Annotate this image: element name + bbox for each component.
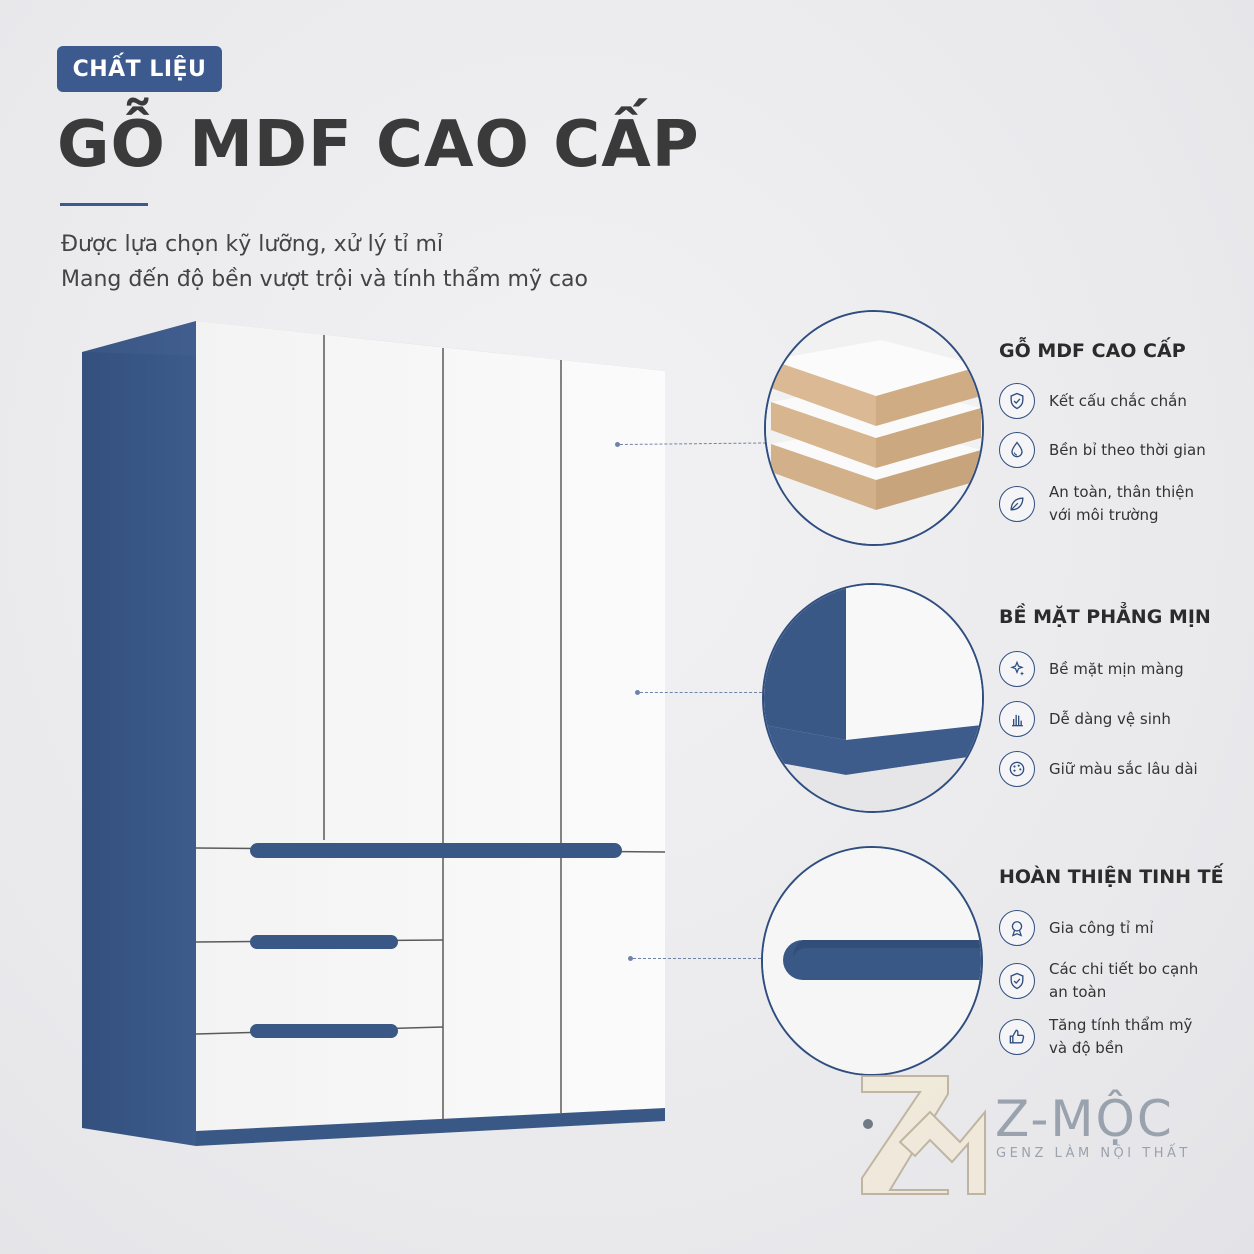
feature-item: Giữ màu sắc lâu dài [999,751,1198,787]
rounded-handle-closeup [761,846,983,1076]
shield-check-icon [999,383,1035,419]
brand-logo-mark [861,1075,986,1195]
callout-line-2 [640,692,762,693]
feature-text: Kết cấu chắc chắn [1049,391,1187,410]
section-title-surface: BỀ MẶT PHẲNG MỊN [999,606,1211,628]
feature-text: Bền bỉ theo thời gian [1049,440,1206,459]
shield-check-icon [999,963,1035,999]
category-badge: CHẤT LIỆU [57,46,222,92]
callout-dot-1 [615,442,620,447]
callout-dot-2 [635,690,640,695]
feature-text: Dễ dàng vệ sinh [1049,709,1171,728]
feature-item: Dễ dàng vệ sinh [999,701,1171,737]
feature-text: Gia công tỉ mỉ [1049,918,1154,937]
hand-wipe-icon [999,701,1035,737]
feature-text: Các chi tiết bo cạnh an toàn [1049,960,1199,1001]
wardrobe-plinth [196,1107,665,1146]
subtitle-line-2: Mang đến độ bền vượt trội và tính thẩm m… [61,267,589,292]
mdf-boards-closeup [764,310,984,546]
leaf-icon [999,486,1035,522]
feature-item: Các chi tiết bo cạnh an toàn [999,958,1209,1004]
feature-item: An toàn, thân thiện với môi trường [999,481,1199,527]
thumbs-up-icon [999,1019,1035,1055]
feature-item: Bền bỉ theo thời gian [999,432,1206,468]
section-title-mdf: GỖ MDF CAO CẤP [999,340,1186,362]
feature-item: Gia công tỉ mỉ [999,910,1154,946]
feature-text: Giữ màu sắc lâu dài [1049,759,1198,778]
callout-line-3 [633,958,761,959]
award-medal-icon [999,910,1035,946]
wardrobe-side-panel [82,321,196,1146]
drawer-handle-1 [250,935,398,949]
subtitle-line-1: Được lựa chọn kỹ lưỡng, xử lý tỉ mỉ [61,232,444,257]
brand-name: Z-MỘC [995,1090,1174,1148]
section-title-finish: HOÀN THIỆN TINH TẾ [999,866,1224,888]
wardrobe-illustration [82,321,666,1146]
brand-tagline: GENZ LÀM NỘI THẤT [996,1146,1191,1161]
callout-dot-3 [628,956,633,961]
feature-text: An toàn, thân thiện với môi trường [1049,483,1194,524]
feature-item: Kết cấu chắc chắn [999,383,1187,419]
feature-text: Tăng tính thẩm mỹ và độ bền [1049,1016,1193,1057]
color-palette-icon [999,751,1035,787]
feature-item: Bề mặt mịn màng [999,651,1184,687]
water-drop-icon [999,432,1035,468]
door-handle [250,843,622,858]
drawer-handle-2 [250,1024,398,1038]
sparkle-icon [999,651,1035,687]
title-underline [60,203,148,206]
feature-item: Tăng tính thẩm mỹ và độ bền [999,1014,1209,1060]
feature-text: Bề mặt mịn màng [1049,659,1184,678]
wardrobe-front [196,321,665,1131]
page-title: GỖ MDF CAO CẤP [57,108,700,182]
smooth-surface-closeup [762,583,984,813]
